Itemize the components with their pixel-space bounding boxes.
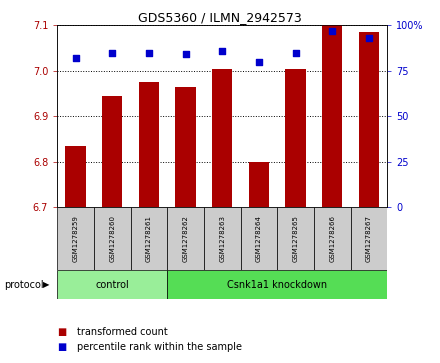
- Bar: [249, 162, 269, 207]
- Bar: [167, 270, 387, 299]
- Bar: [322, 25, 342, 207]
- Bar: [204, 207, 241, 270]
- Point: [255, 59, 262, 65]
- Text: ■: ■: [57, 327, 66, 337]
- Text: protocol: protocol: [4, 280, 44, 290]
- Bar: [167, 207, 204, 270]
- Text: ■: ■: [57, 342, 66, 352]
- Bar: [94, 207, 131, 270]
- Text: GSM1278267: GSM1278267: [366, 215, 372, 262]
- Text: percentile rank within the sample: percentile rank within the sample: [77, 342, 242, 352]
- Point: [329, 28, 336, 34]
- Text: GSM1278261: GSM1278261: [146, 215, 152, 262]
- Text: GSM1278264: GSM1278264: [256, 215, 262, 262]
- Text: GSM1278260: GSM1278260: [109, 215, 115, 262]
- Bar: [57, 270, 167, 299]
- Point: [365, 35, 372, 41]
- Point: [219, 48, 226, 54]
- Bar: [131, 207, 167, 270]
- Point: [145, 50, 152, 56]
- Bar: [314, 207, 351, 270]
- Point: [72, 55, 79, 61]
- Point: [292, 50, 299, 56]
- Text: GSM1278265: GSM1278265: [293, 215, 298, 262]
- Bar: [102, 96, 122, 207]
- Bar: [241, 207, 277, 270]
- Bar: [57, 207, 94, 270]
- Text: GSM1278263: GSM1278263: [219, 215, 225, 262]
- Bar: [286, 69, 306, 207]
- Point: [182, 52, 189, 57]
- Bar: [212, 69, 232, 207]
- Text: GSM1278262: GSM1278262: [183, 215, 188, 262]
- Text: control: control: [95, 280, 129, 290]
- Bar: [139, 82, 159, 207]
- Bar: [176, 87, 196, 207]
- Bar: [351, 207, 387, 270]
- Text: GSM1278266: GSM1278266: [329, 215, 335, 262]
- Text: GSM1278259: GSM1278259: [73, 215, 78, 262]
- Bar: [277, 207, 314, 270]
- Text: Csnk1a1 knockdown: Csnk1a1 knockdown: [227, 280, 327, 290]
- Text: ▶: ▶: [43, 281, 49, 289]
- Bar: [66, 146, 86, 207]
- Bar: [359, 32, 379, 207]
- Point: [109, 50, 116, 56]
- Text: transformed count: transformed count: [77, 327, 168, 337]
- Text: GDS5360 / ILMN_2942573: GDS5360 / ILMN_2942573: [77, 331, 95, 333]
- Text: GDS5360 / ILMN_2942573: GDS5360 / ILMN_2942573: [138, 11, 302, 24]
